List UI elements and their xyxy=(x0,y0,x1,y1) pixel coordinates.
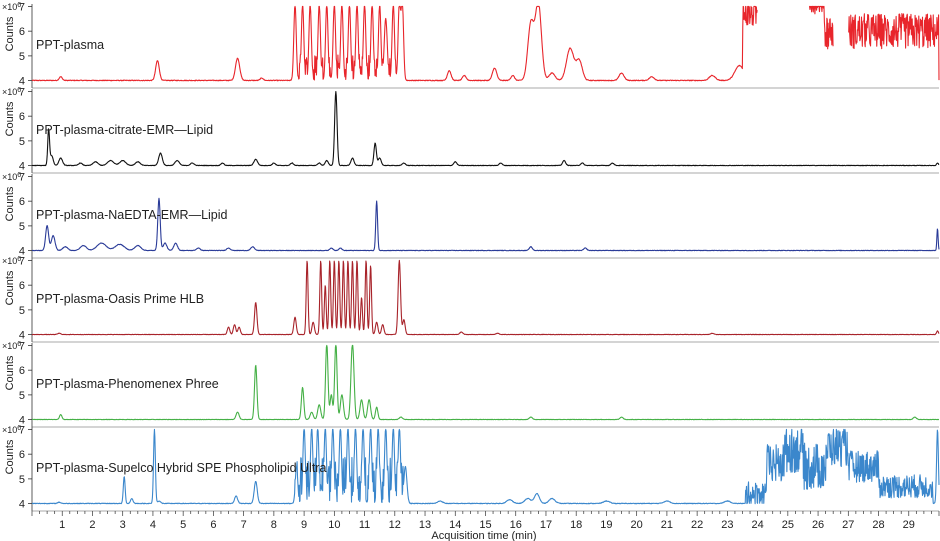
x-tick-label: 10 xyxy=(328,519,340,531)
x-tick-label: 5 xyxy=(180,519,186,531)
y-tick-label: 5 xyxy=(19,51,25,63)
chromatogram-panel: 4 5 6 7×106 Counts PPT-plasma-citrate-EMR—Lip… xyxy=(2,86,940,174)
chromatogram-panel: 4 5 6 7×106 Counts PPT-plasma-Phenomenex Phre… xyxy=(2,340,940,428)
x-tick-label: 1 xyxy=(59,519,65,531)
x-tick-label: 13 xyxy=(419,519,431,531)
x-tick-label: 19 xyxy=(600,519,612,531)
x-tick-label: 2 xyxy=(89,519,95,531)
x-tick-label: 7 xyxy=(241,519,247,531)
x-tick-label: 22 xyxy=(691,519,703,531)
y-tick-label: 6 xyxy=(19,26,25,38)
chromatogram-trace xyxy=(31,344,940,421)
y-multiplier: ×106 xyxy=(2,425,21,435)
y-tick-label: 7 xyxy=(19,255,25,267)
series-label: PPT-plasma-Phenomenex Phree xyxy=(36,377,219,391)
x-tick-label: 11 xyxy=(359,519,370,531)
chromatogram-trace xyxy=(31,259,940,336)
x-tick-label: 12 xyxy=(389,519,401,531)
x-tick-label: 4 xyxy=(150,519,156,531)
y-tick-label: 6 xyxy=(19,111,25,123)
x-tick-label: 21 xyxy=(661,519,673,531)
y-multiplier: ×106 xyxy=(2,341,21,351)
y-tick-label: 6 xyxy=(19,365,25,377)
y-tick-label: 4 xyxy=(19,246,25,258)
y-tick-label: 7 xyxy=(19,171,25,183)
series-label: PPT-plasma-citrate-EMR—Lipid xyxy=(36,123,213,137)
chromatogram-trace xyxy=(31,428,940,505)
y-tick-label: 5 xyxy=(19,390,25,402)
x-axis: 1 2 3 4 5 6 7 8 9 10 11 12 13 14 15 16 17 18 19 20 21 22 23 24 2… xyxy=(31,511,940,531)
y-tick-label: 6 xyxy=(19,196,25,208)
y-tick-label: 5 xyxy=(19,136,25,148)
y-axis-label: Counts xyxy=(4,439,16,474)
y-axis-label: Counts xyxy=(4,101,16,136)
y-tick-label: 4 xyxy=(19,415,25,427)
y-tick-label: 7 xyxy=(19,86,25,98)
x-tick-label: 24 xyxy=(751,519,763,531)
x-tick-label: 25 xyxy=(782,519,794,531)
x-tick-label: 23 xyxy=(721,519,733,531)
x-tick-label: 26 xyxy=(812,519,824,531)
y-tick-label: 6 xyxy=(19,280,25,292)
y-axis-label: Counts xyxy=(4,16,16,51)
x-tick-label: 6 xyxy=(210,519,216,531)
y-tick-label: 4 xyxy=(19,330,25,342)
x-tick-label: 27 xyxy=(842,519,854,531)
x-tick-label: 15 xyxy=(479,519,491,531)
y-axis-label: Counts xyxy=(4,186,16,221)
x-tick-label: 17 xyxy=(540,519,552,531)
series-label: PPT-plasma-Supelco Hybrid SPE Phospholip… xyxy=(36,461,326,475)
y-tick-label: 5 xyxy=(19,474,25,486)
y-tick-label: 5 xyxy=(19,305,25,317)
x-tick-label: 3 xyxy=(120,519,126,531)
y-tick-label: 4 xyxy=(19,76,25,88)
y-tick-label: 7 xyxy=(19,1,25,13)
y-multiplier: ×106 xyxy=(2,256,21,266)
series-label: PPT-plasma-Oasis Prime HLB xyxy=(36,292,204,306)
chromatogram-panel: 4 5 6 7×106 Counts PPT-plasma-NaEDTA-EMR—Lipi… xyxy=(2,171,940,259)
chromatogram-trace xyxy=(31,5,940,82)
y-tick-label: 7 xyxy=(19,340,25,352)
y-tick-label: 5 xyxy=(19,221,25,233)
chromatogram-panel: 4 5 6 7×106 Counts PPT-plasma xyxy=(2,1,940,89)
y-tick-label: 4 xyxy=(19,499,25,511)
y-multiplier: ×106 xyxy=(2,2,21,12)
y-tick-label: 4 xyxy=(19,161,25,173)
x-tick-label: 16 xyxy=(510,519,522,531)
y-tick-label: 6 xyxy=(19,449,25,461)
y-axis-label: Counts xyxy=(4,270,16,305)
y-axis-label: Counts xyxy=(4,355,16,390)
series-label: PPT-plasma-NaEDTA-EMR—Lipid xyxy=(36,208,228,222)
x-tick-label: 20 xyxy=(631,519,643,531)
x-tick-label: 18 xyxy=(570,519,582,531)
chromatogram-panel: 4 5 6 7×106 Counts PPT-plasma-Oasis Prime HLB xyxy=(2,255,940,343)
x-tick-label: 8 xyxy=(271,519,277,531)
series-label: PPT-plasma xyxy=(36,38,104,52)
y-tick-label: 7 xyxy=(19,424,25,436)
chromatogram-trace xyxy=(31,197,940,252)
x-tick-label: 28 xyxy=(872,519,884,531)
chromatogram-trace xyxy=(31,91,940,167)
chromatogram-panel: 4 5 6 7×106 Counts PPT-plasma-Supelco Hybrid … xyxy=(2,424,940,512)
y-multiplier: ×106 xyxy=(2,172,21,182)
x-tick-label: 29 xyxy=(903,519,915,531)
x-tick-label: 9 xyxy=(301,519,307,531)
y-multiplier: ×106 xyxy=(2,87,21,97)
x-tick-label: 14 xyxy=(449,519,461,531)
x-axis-label: Acquisition time (min) xyxy=(431,530,536,541)
